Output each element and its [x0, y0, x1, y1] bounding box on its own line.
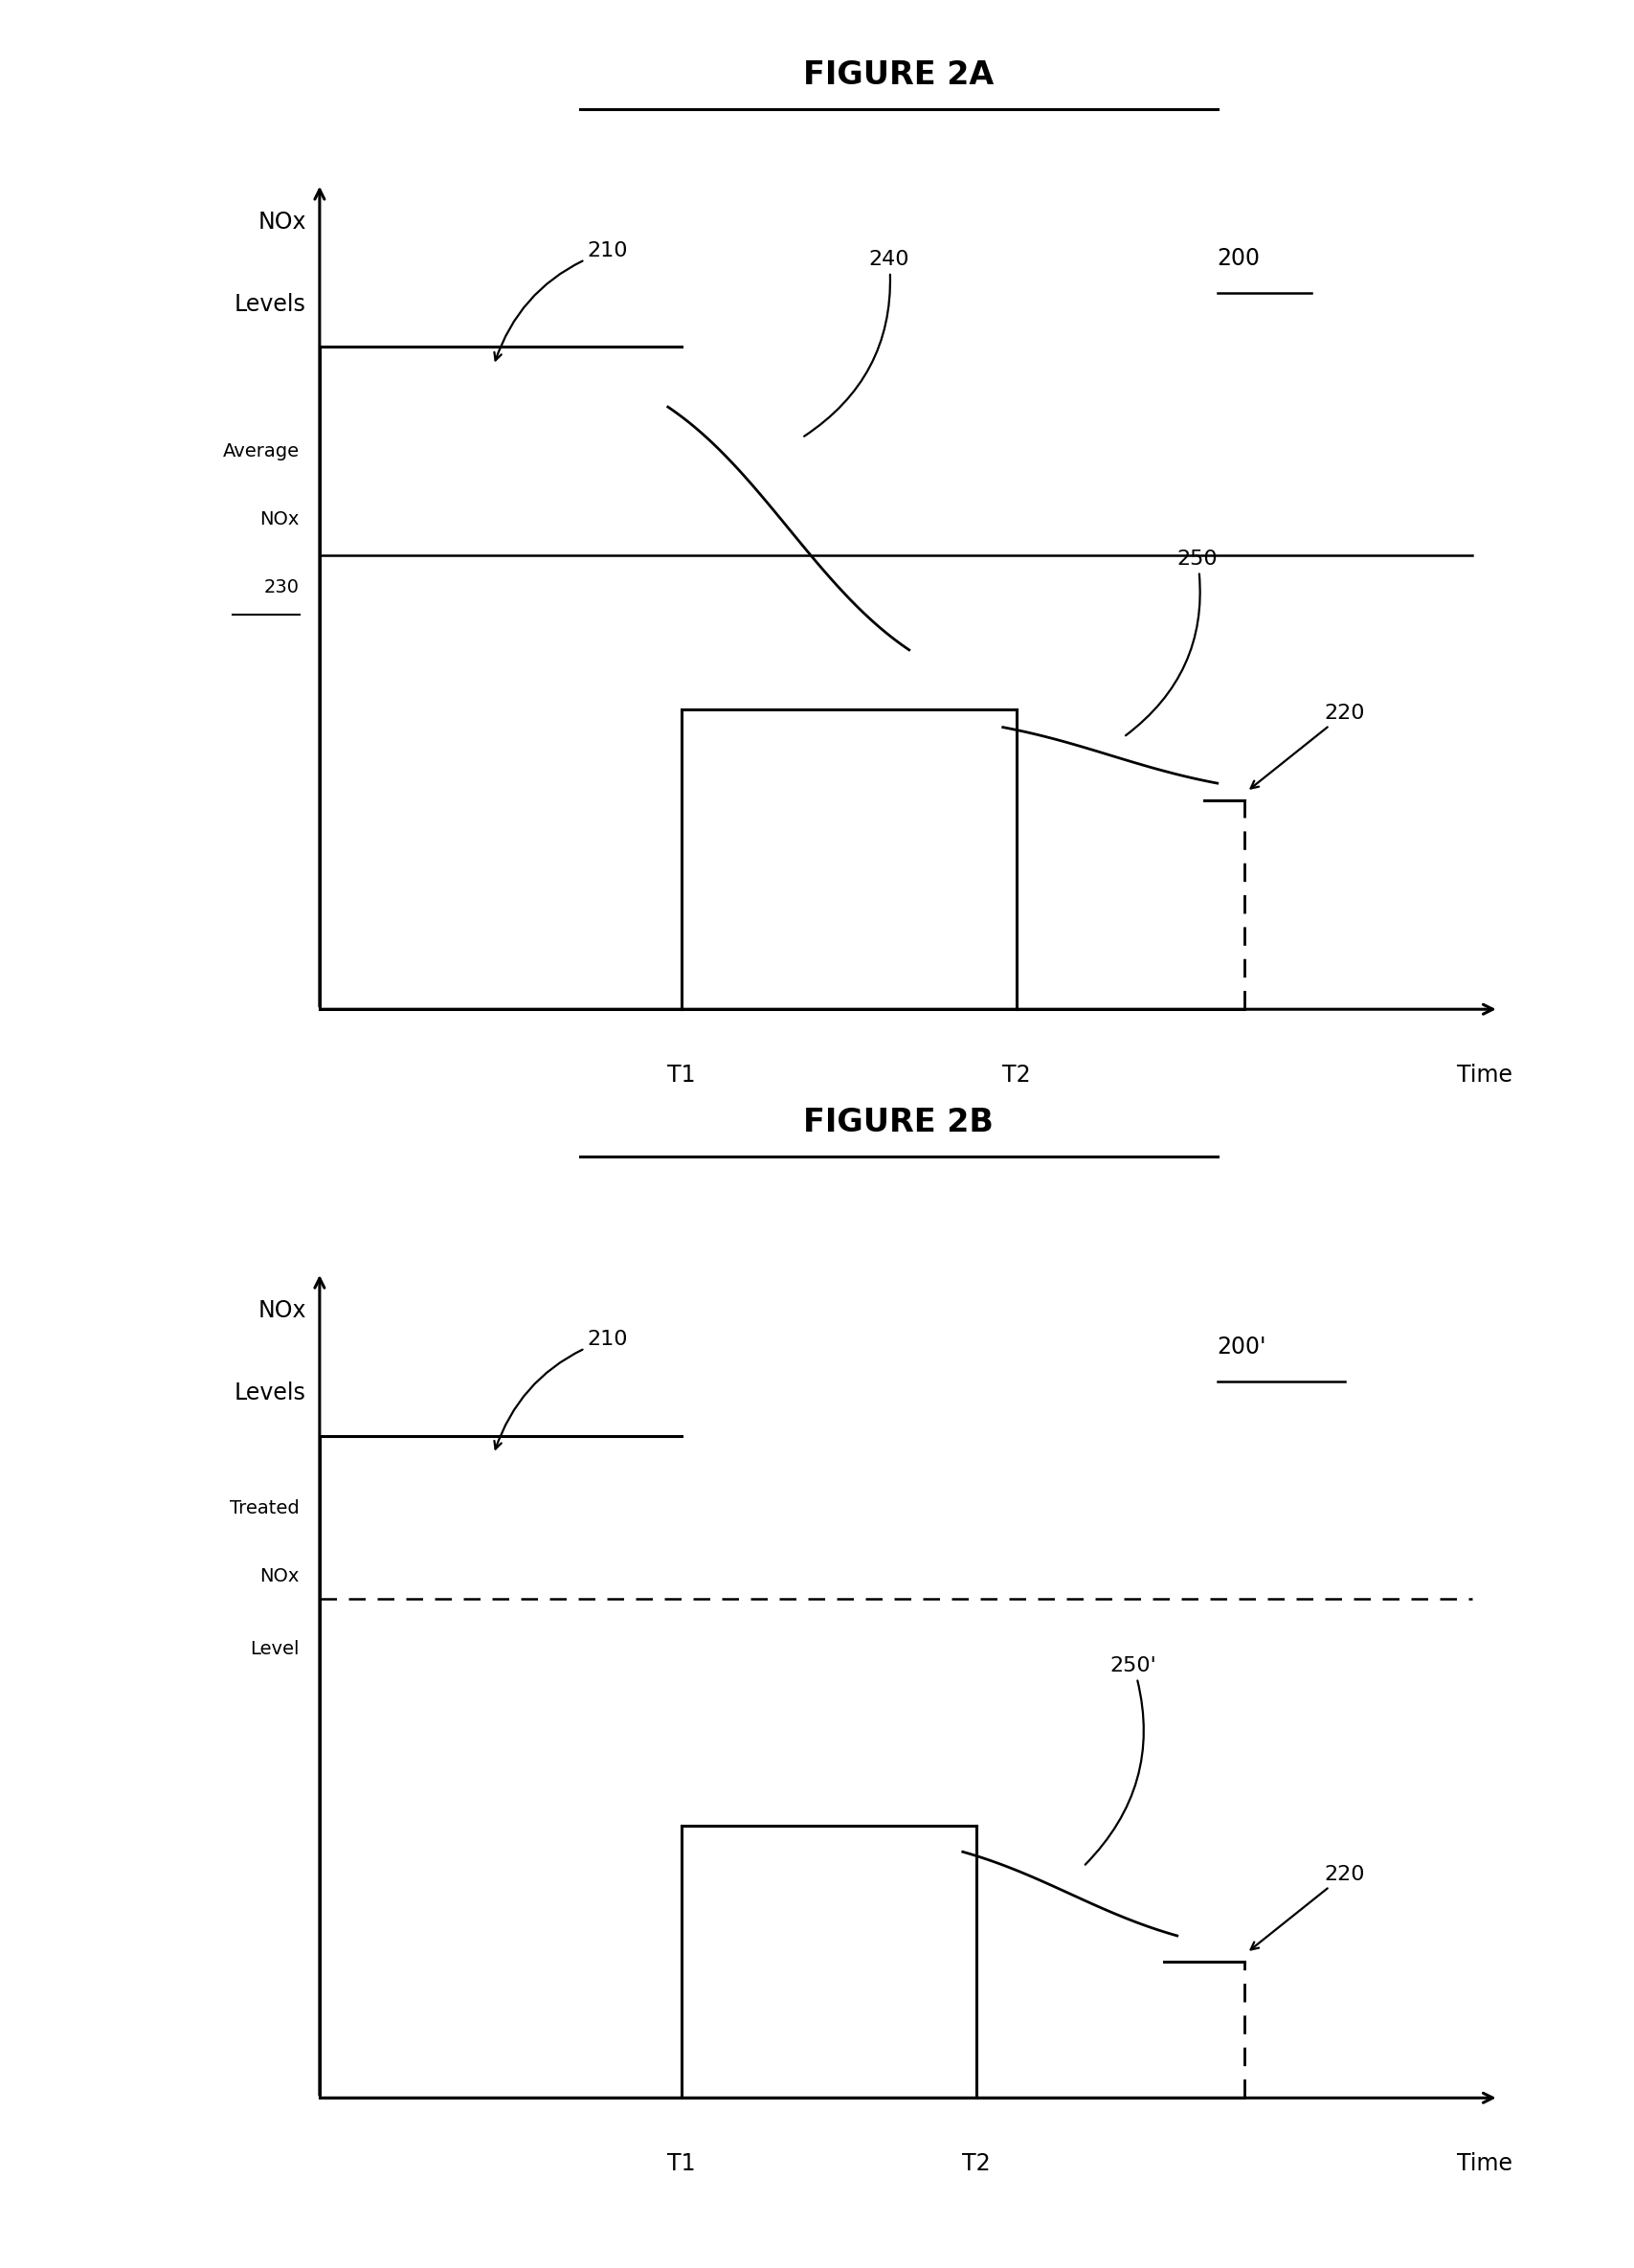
Text: FIGURE 2B: FIGURE 2B — [804, 1107, 993, 1139]
Text: Levels: Levels — [235, 293, 306, 315]
Text: 220: 220 — [1250, 1864, 1364, 1950]
Text: Time: Time — [1456, 2152, 1511, 2175]
Text: NOx: NOx — [260, 1567, 299, 1585]
Text: NOx: NOx — [258, 1300, 306, 1322]
Text: Treated: Treated — [230, 1499, 299, 1517]
Text: Level: Level — [250, 1640, 299, 1658]
Text: T1: T1 — [667, 2152, 696, 2175]
Text: NOx: NOx — [260, 510, 299, 528]
Text: T2: T2 — [962, 2152, 990, 2175]
Text: 200': 200' — [1217, 1336, 1266, 1359]
Text: 250: 250 — [1126, 549, 1217, 735]
Text: Average: Average — [222, 442, 299, 460]
Text: NOx: NOx — [258, 211, 306, 234]
Text: 250': 250' — [1085, 1656, 1157, 1864]
Text: 240: 240 — [804, 249, 910, 435]
Text: 210: 210 — [495, 1329, 627, 1449]
Text: T2: T2 — [1002, 1064, 1031, 1086]
Text: Time: Time — [1456, 1064, 1511, 1086]
Text: 210: 210 — [495, 240, 627, 361]
Text: Levels: Levels — [235, 1381, 306, 1404]
Text: T1: T1 — [667, 1064, 696, 1086]
Text: 200: 200 — [1217, 247, 1260, 270]
Text: FIGURE 2A: FIGURE 2A — [804, 59, 993, 91]
Text: 230: 230 — [265, 578, 299, 596]
Text: 220: 220 — [1250, 703, 1364, 789]
